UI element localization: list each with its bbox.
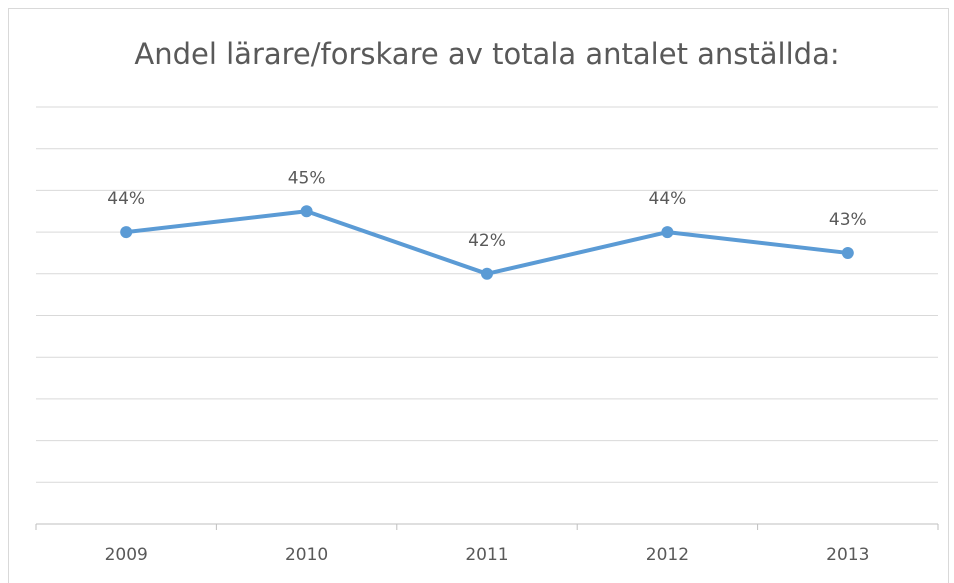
data-label: 42% bbox=[468, 231, 506, 251]
chart-title: Andel lärare/forskare av totala antalet … bbox=[134, 37, 839, 71]
data-point bbox=[481, 267, 493, 280]
data-point bbox=[661, 226, 674, 239]
x-tick-label: 2013 bbox=[826, 545, 869, 565]
data-label: 45% bbox=[288, 168, 326, 188]
data-point bbox=[300, 205, 313, 218]
data-point bbox=[841, 246, 854, 259]
x-tick-label: 2010 bbox=[285, 545, 328, 565]
x-tick-label: 2012 bbox=[646, 545, 689, 565]
x-tick-label: 2011 bbox=[465, 545, 508, 565]
data-label: 44% bbox=[649, 189, 687, 209]
chart-frame bbox=[8, 8, 949, 583]
data-label: 44% bbox=[107, 189, 145, 209]
data-point bbox=[120, 226, 133, 239]
x-tick-label: 2009 bbox=[105, 545, 148, 565]
data-label: 43% bbox=[829, 210, 867, 230]
